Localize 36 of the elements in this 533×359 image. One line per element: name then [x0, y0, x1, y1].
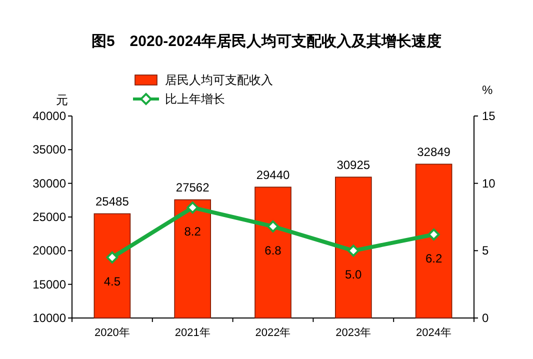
- legend-label: 居民人均可支配收入: [165, 73, 273, 87]
- data-label: 25485: [96, 194, 130, 209]
- data-label: 5.0: [345, 268, 362, 282]
- x-tick-label: 2021年: [174, 327, 210, 339]
- y-tick-label: 10000: [32, 311, 66, 325]
- y-axis-title: 元: [56, 93, 68, 107]
- y2-tick-label: 10: [482, 176, 496, 190]
- x-tick-label: 2024年: [416, 327, 452, 339]
- y2-tick-label: 0: [482, 311, 489, 325]
- y-tick-label: 20000: [32, 244, 66, 258]
- x-tick-label: 2023年: [336, 327, 372, 339]
- y-tick-label: 35000: [32, 142, 66, 157]
- point: [186, 202, 199, 214]
- data-label: 4.5: [104, 274, 121, 288]
- y-tick-label: 15000: [32, 277, 66, 292]
- data-label: 32849: [417, 145, 451, 160]
- data-label: 27562: [176, 180, 210, 195]
- y2-tick-label: 15: [482, 109, 496, 123]
- y2-axis-title: %: [482, 83, 493, 97]
- legend-label: 比上年增长: [165, 92, 225, 106]
- point: [267, 220, 279, 232]
- chart-title: 图5 2020-2024年居民人均可支配收入及其增长速度: [91, 32, 442, 50]
- data-label: 6.8: [264, 243, 282, 258]
- x-tick-label: 2022年: [255, 327, 291, 339]
- y-tick-label: 30000: [32, 176, 66, 190]
- y2-tick-label: 5: [482, 244, 489, 258]
- point: [428, 228, 440, 241]
- data-label: 29440: [256, 168, 290, 182]
- data-label: 8.2: [184, 224, 202, 239]
- data-label: 30925: [336, 158, 370, 172]
- data-label: 6.2: [425, 252, 442, 266]
- x-tick-label: 2020年: [94, 327, 130, 339]
- y-tick-label: 40000: [32, 109, 66, 123]
- y-tick-label: 25000: [32, 210, 66, 224]
- point: [347, 244, 360, 257]
- point: [106, 251, 118, 264]
